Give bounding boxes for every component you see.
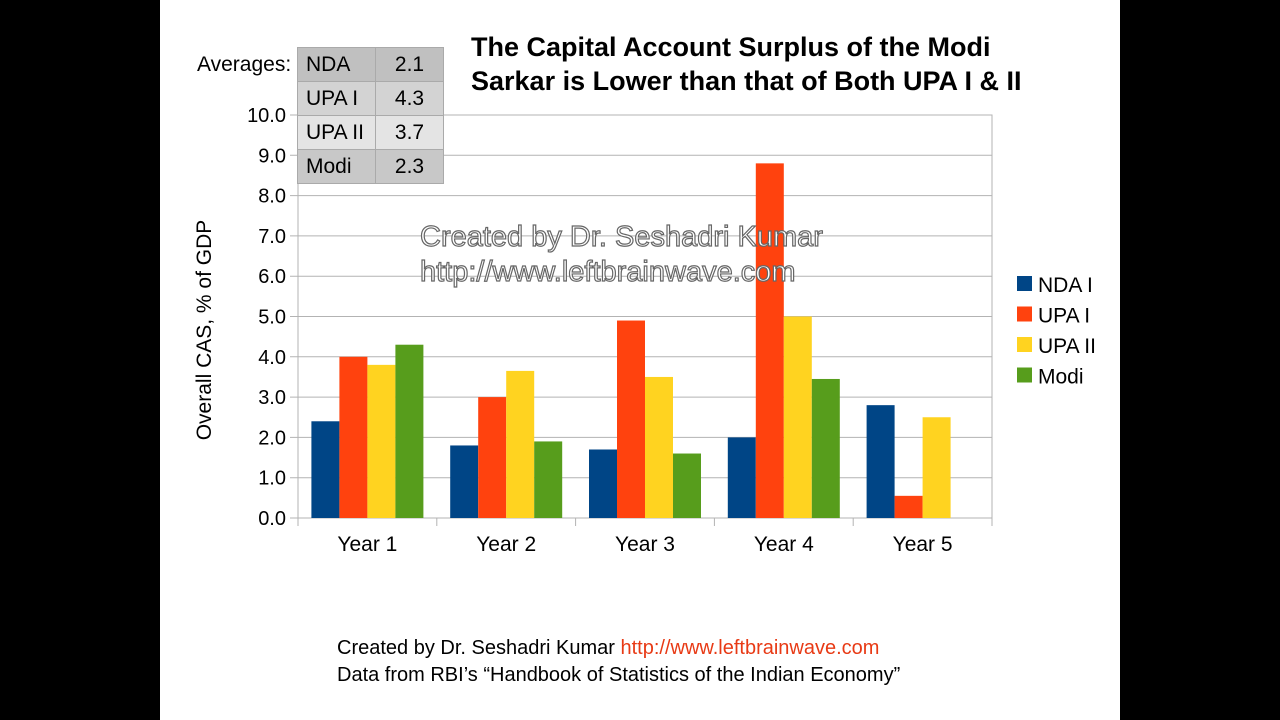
y-tick-label: 7.0	[258, 226, 286, 248]
watermark-line-1: Created by Dr. Seshadri Kumar	[420, 221, 823, 253]
watermark-line-2: http://www.leftbrainwave.com	[420, 256, 796, 288]
averages-name: NDA	[297, 47, 376, 82]
y-tick-label: 0.0	[258, 508, 286, 530]
averages-row: NDA 2.1	[297, 47, 444, 82]
bar-upa-i	[755, 163, 784, 519]
legend-label: UPA II	[1038, 335, 1096, 358]
credit-prefix: Created by Dr. Seshadri Kumar	[337, 637, 621, 659]
bar-upa-ii	[922, 417, 951, 518]
y-axis-label: Overall CAS, % of GDP	[193, 220, 216, 441]
averages-value: 2.3	[375, 149, 444, 184]
y-tick-label: 5.0	[258, 307, 286, 329]
bar-upa-i	[339, 356, 368, 518]
x-tick-label: Year 1	[337, 533, 397, 556]
bar-upa-i	[617, 320, 645, 518]
averages-label: Averages:	[197, 53, 292, 76]
bar-nda-i	[450, 445, 479, 518]
legend-swatch	[1017, 276, 1032, 291]
legend-label: UPA I	[1038, 305, 1090, 328]
bar-nda-i	[866, 405, 895, 518]
credit-url-link[interactable]: http://www.leftbrainwave.com	[620, 637, 880, 659]
bar-nda-i	[727, 437, 756, 518]
legend-label: NDA I	[1038, 274, 1093, 297]
bar-upa-ii	[645, 376, 673, 518]
bar-upa-i	[894, 495, 923, 518]
bar-modi	[811, 378, 840, 518]
legend-label: Modi	[1038, 366, 1084, 389]
legend-swatch	[1017, 306, 1032, 322]
averages-value: 2.1	[375, 47, 444, 82]
averages-name: Modi	[297, 149, 376, 184]
bar-nda-i	[311, 421, 340, 518]
y-tick-label: 8.0	[258, 186, 286, 208]
x-tick-label: Year 4	[754, 533, 814, 556]
bar-upa-ii	[506, 370, 535, 518]
y-tick-label: 4.0	[258, 347, 286, 369]
legend-swatch	[1017, 337, 1032, 352]
credit-line-1: Created by Dr. Seshadri Kumar http://www…	[337, 635, 900, 662]
credit-block: Created by Dr. Seshadri Kumar http://www…	[337, 635, 900, 689]
y-tick-label: 1.0	[258, 468, 286, 490]
legend-swatch	[1017, 367, 1032, 383]
averages-row: UPA II 3.7	[297, 115, 444, 150]
y-tick-label: 2.0	[258, 427, 286, 449]
averages-table: NDA 2.1 UPA I 4.3 UPA II 3.7 Modi 2.3	[297, 47, 444, 184]
bar-upa-i	[478, 397, 507, 518]
y-tick-label: 3.0	[258, 387, 286, 409]
bar-modi	[395, 344, 424, 518]
bar-nda-i	[589, 449, 617, 518]
bar-upa-ii	[367, 364, 396, 518]
bar-upa-ii	[783, 316, 812, 518]
y-tick-label: 6.0	[258, 266, 286, 288]
y-tick-label: 9.0	[258, 145, 286, 167]
title-line-1: The Capital Account Surplus of the Modi	[471, 32, 991, 62]
data-source-note: Data from RBI’s “Handbook of Statistics …	[337, 664, 901, 686]
chart-title: The Capital Account Surplus of the Modi …	[471, 30, 1091, 98]
bar-modi	[534, 441, 563, 518]
title-line-2: Sarkar is Lower than that of Both UPA I …	[471, 66, 1022, 96]
averages-value: 4.3	[375, 81, 444, 116]
averages-row: UPA I 4.3	[297, 81, 444, 116]
averages-name: UPA I	[297, 81, 376, 116]
x-tick-label: Year 3	[615, 533, 675, 556]
bar-modi	[673, 453, 701, 518]
x-tick-label: Year 5	[893, 533, 953, 556]
averages-name: UPA II	[297, 115, 376, 150]
x-tick-label: Year 2	[476, 533, 536, 556]
averages-value: 3.7	[375, 115, 444, 150]
y-tick-label: 10.0	[247, 105, 286, 127]
averages-row: Modi 2.3	[297, 149, 444, 184]
